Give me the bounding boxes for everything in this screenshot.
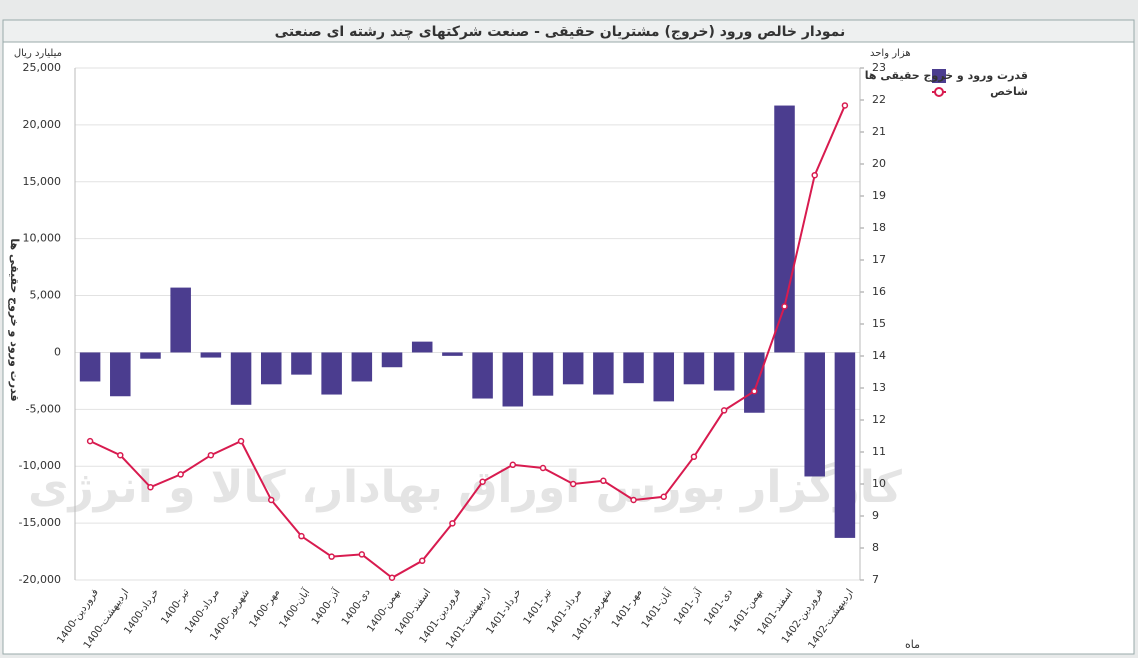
point [811, 171, 818, 179]
y-axis-label: قدرت ورود و خروج حقیقی ها [7, 238, 21, 401]
point [418, 557, 426, 565]
point [207, 451, 215, 459]
point [117, 451, 124, 459]
y-tick-label: 15,000 [23, 175, 62, 188]
point [358, 551, 366, 558]
y2-tick-label: 12 [872, 413, 886, 426]
point [569, 480, 577, 488]
point [328, 553, 335, 560]
bar [502, 352, 524, 407]
legend-label: قدرت ورود و خروج حقیقی ها [865, 69, 1028, 83]
bar [321, 352, 342, 395]
y-tick-label: -5,000 [26, 402, 61, 415]
bar [623, 352, 644, 384]
bar [834, 352, 856, 538]
y2-tick-label: 7 [872, 573, 879, 586]
y2-tick-label: 11 [872, 445, 886, 458]
bar [744, 352, 765, 413]
y2-tick-label: 17 [872, 253, 886, 266]
bar [774, 105, 795, 353]
bar [532, 352, 554, 396]
bar [351, 352, 373, 382]
point [298, 532, 305, 540]
point [388, 574, 396, 582]
y-tick-label: 0 [54, 345, 61, 358]
y-tick-label: -10,000 [19, 459, 61, 472]
y2-tick-label: 13 [872, 381, 886, 394]
y-tick-label: 20,000 [23, 118, 62, 131]
y2-tick-label: 21 [872, 125, 886, 138]
point [147, 483, 154, 491]
y2-tick-label: 23 [872, 61, 886, 74]
point [268, 496, 275, 504]
bar [562, 352, 584, 385]
legend-swatch [934, 87, 944, 97]
bar [593, 352, 614, 395]
point [690, 453, 698, 461]
legend: قدرت ورود و خروج حقیقی ها شاخص [865, 69, 1028, 98]
y2-unit: هزار واحد [870, 48, 911, 59]
legend-label: شاخص [990, 85, 1028, 98]
line [89, 105, 846, 579]
y-tick-label: -15,000 [19, 516, 61, 529]
y-tick-label: -20,000 [19, 573, 61, 586]
bar [411, 341, 433, 353]
y2-tick-label: 8 [872, 541, 879, 554]
point [86, 437, 94, 445]
y-unit: میلیارد ریال [14, 48, 62, 59]
bar [683, 352, 705, 385]
point [509, 461, 517, 469]
bar [200, 352, 222, 358]
bar [291, 352, 312, 375]
y2-tick-label: 9 [872, 509, 879, 522]
bar [442, 352, 463, 356]
legend-swatch [932, 69, 946, 83]
bar [653, 352, 675, 402]
bar [472, 352, 493, 399]
y2-tick-label: 18 [872, 221, 886, 234]
point [177, 471, 184, 478]
chart-title: نمودار خالص ورود (خروج) مشتریان حقیقی - … [275, 24, 846, 40]
y-tick-label: 5,000 [30, 289, 62, 302]
x-axis-label: ماه [905, 638, 920, 651]
point [841, 102, 849, 109]
bar [381, 352, 403, 368]
point [600, 477, 607, 485]
y2-tick-label: 10 [872, 477, 886, 490]
bar [79, 352, 101, 382]
y2-tick-label: 20 [872, 157, 886, 170]
bar [110, 352, 131, 397]
point [720, 407, 728, 414]
point [539, 464, 547, 472]
y2-tick-label: 15 [872, 317, 886, 330]
title-bar [2, 19, 1135, 43]
y2-tick-label: 14 [872, 349, 886, 362]
point [449, 520, 456, 527]
panel [2, 19, 1135, 655]
bar [260, 352, 282, 385]
point [237, 437, 245, 445]
y2-tick-label: 19 [872, 189, 886, 202]
bar [170, 287, 191, 353]
point [479, 478, 486, 486]
bar [140, 352, 161, 359]
y2-tick-label: 22 [872, 93, 886, 106]
y2-tick-label: 16 [872, 285, 886, 298]
point [751, 387, 758, 395]
y-tick-label: 25,000 [23, 61, 62, 74]
bar [230, 352, 252, 405]
bar [804, 352, 825, 477]
point [660, 493, 667, 501]
bar [713, 352, 735, 391]
point [781, 303, 788, 310]
point [630, 496, 637, 504]
y-tick-label: 10,000 [23, 232, 62, 245]
